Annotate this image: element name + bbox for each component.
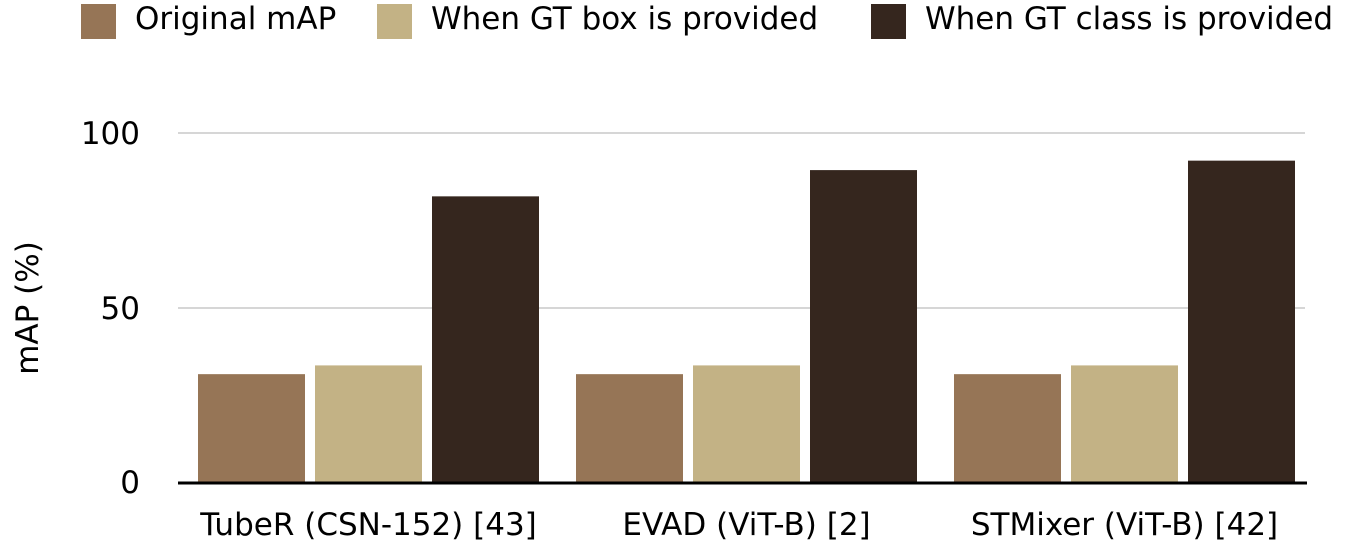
legend-swatch <box>81 4 116 39</box>
y-tick-label: 0 <box>120 465 140 501</box>
bar <box>198 374 305 483</box>
x-category-label: EVAD (ViT-B) [2] <box>622 507 870 543</box>
bar <box>315 365 422 483</box>
legend: Original mAP When GT box is provided When … <box>81 1 1333 39</box>
gridlines <box>178 132 1305 309</box>
bar <box>1071 365 1178 483</box>
x-category-label: TubeR (CSN-152) [43] <box>199 507 537 543</box>
x-category-label: STMixer (ViT-B) [42] <box>971 507 1278 543</box>
legend-label: When GT box is provided <box>431 1 818 37</box>
legend-label: Original mAP <box>135 1 336 37</box>
legend-swatch <box>871 4 906 39</box>
y-axis-ticks: 0 50 100 <box>81 116 140 501</box>
bars <box>198 160 1295 483</box>
y-tick-label: 50 <box>101 291 140 327</box>
bar <box>954 374 1061 483</box>
bar <box>432 196 539 483</box>
legend-label: When GT class is provided <box>925 1 1333 37</box>
bar <box>1188 160 1295 483</box>
y-tick-label: 100 <box>81 116 140 152</box>
bar <box>693 365 800 483</box>
legend-swatch <box>377 4 412 39</box>
bar <box>810 170 917 483</box>
bar <box>576 374 683 483</box>
y-axis-title: mAP (%) <box>10 241 46 375</box>
x-axis-categories: TubeR (CSN-152) [43] EVAD (ViT-B) [2] STMi… <box>199 507 1278 543</box>
